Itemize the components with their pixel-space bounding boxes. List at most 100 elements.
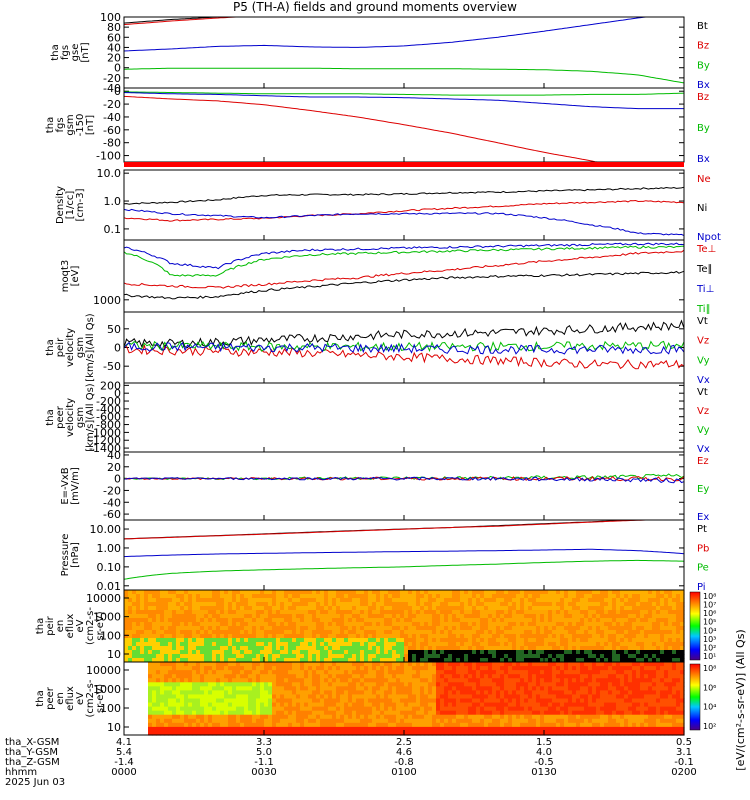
spectro-cell (312, 598, 317, 603)
spectro-cell (256, 718, 261, 724)
spectro-cell (312, 630, 317, 635)
spectro-cell (552, 706, 557, 712)
spectro-cell (364, 618, 369, 623)
spectro-cell (212, 602, 217, 607)
spectro-cell (300, 690, 305, 696)
spectro-cell (392, 590, 397, 595)
spectro-cell (560, 646, 565, 651)
spectro-cell (236, 630, 241, 635)
spectro-cell (436, 726, 441, 732)
spectro-cell (532, 594, 537, 599)
spectro-cell (584, 682, 589, 687)
spectro-cell (144, 590, 149, 595)
spectro-cell (436, 638, 441, 643)
spectro-cell (564, 730, 569, 736)
spectro-cell (364, 622, 369, 627)
spectro-cell (268, 678, 273, 683)
legend-Vy: Vy (697, 425, 710, 436)
spectro-cell (360, 686, 365, 691)
spectro-cell (184, 682, 189, 687)
spectro-cell (556, 638, 561, 643)
spectro-cell (436, 690, 441, 696)
ytick-label: -40 (103, 82, 121, 95)
spectro-cell (316, 666, 321, 671)
spectro-cell (448, 710, 453, 716)
spectro-cell (428, 666, 433, 671)
spectro-cell (128, 622, 133, 627)
spectro-cell (624, 646, 629, 651)
spectro-cell (172, 598, 177, 603)
spectro-cell (260, 618, 265, 623)
spectro-cell (196, 678, 201, 683)
spectro-cell (544, 686, 549, 691)
spectro-cell (232, 690, 237, 696)
spectro-cell (416, 594, 421, 599)
spectro-cell (492, 714, 497, 720)
spectro-cell (608, 630, 613, 635)
spectro-cell (400, 634, 405, 639)
spectro-cell (244, 646, 249, 651)
spectro-cell (448, 626, 453, 631)
spectro-cell (212, 682, 217, 687)
spectro-cell (336, 698, 341, 704)
spectro-cell (304, 710, 309, 716)
spectro-cell (572, 654, 577, 659)
spectro-cell (628, 634, 633, 639)
spectro-cell (280, 726, 285, 732)
spectro-cell (528, 714, 533, 720)
series-Te∥ (123, 270, 685, 300)
spectro-cell (552, 670, 557, 675)
spectro-cell (288, 646, 293, 651)
spectro-cell (132, 642, 137, 647)
spectro-cell (348, 590, 353, 595)
spectro-cell (428, 618, 433, 623)
spectro-cell (424, 702, 429, 708)
spectro-cell (460, 590, 465, 595)
spectro-cell (316, 638, 321, 643)
spectro-cell (380, 638, 385, 643)
spectro-cell (124, 650, 129, 655)
spectro-cell (168, 722, 173, 728)
ytick-label: -80 (103, 137, 121, 150)
spectro-cell (652, 630, 657, 635)
spectro-cell (248, 638, 253, 643)
spectro-cell (312, 646, 317, 651)
spectro-cell (240, 618, 245, 623)
spectro-cell (124, 706, 129, 712)
spectro-cell (548, 598, 553, 603)
spectro-cell (204, 722, 209, 728)
spectro-cell (560, 726, 565, 732)
spectro-cell (204, 598, 209, 603)
spectro-cell (368, 682, 373, 687)
ylabel-line: peir (45, 615, 56, 635)
spectro-cell (464, 682, 469, 687)
spectro-cell (520, 726, 525, 732)
spectro-cell (188, 702, 193, 708)
spectro-cell (324, 714, 329, 720)
spectro-cell (308, 642, 313, 647)
spectro-cell (588, 650, 593, 655)
spectro-cell (400, 714, 405, 720)
spectro-cell (500, 630, 505, 635)
spectro-cell (596, 654, 601, 659)
spectro-cell (596, 618, 601, 623)
spectro-cell (320, 718, 325, 724)
spectro-cell (364, 626, 369, 631)
spectro-cell (532, 730, 537, 736)
spectro-cell (556, 730, 561, 736)
spectro-cell (500, 718, 505, 724)
spectro-cell (536, 722, 541, 728)
spectro-cell (552, 638, 557, 643)
spectro-cell (124, 710, 129, 716)
spectro-cell (464, 706, 469, 712)
spectro-cell (396, 622, 401, 627)
spectro-cell (360, 602, 365, 607)
spectro-cell (212, 690, 217, 696)
spectro-cell (484, 598, 489, 603)
spectro-cell (336, 606, 341, 611)
spectro-cell (208, 666, 213, 671)
spectro-cell (652, 590, 657, 595)
spectro-cell (480, 722, 485, 728)
spectro-cell (656, 610, 661, 615)
spectro-cell (424, 630, 429, 635)
